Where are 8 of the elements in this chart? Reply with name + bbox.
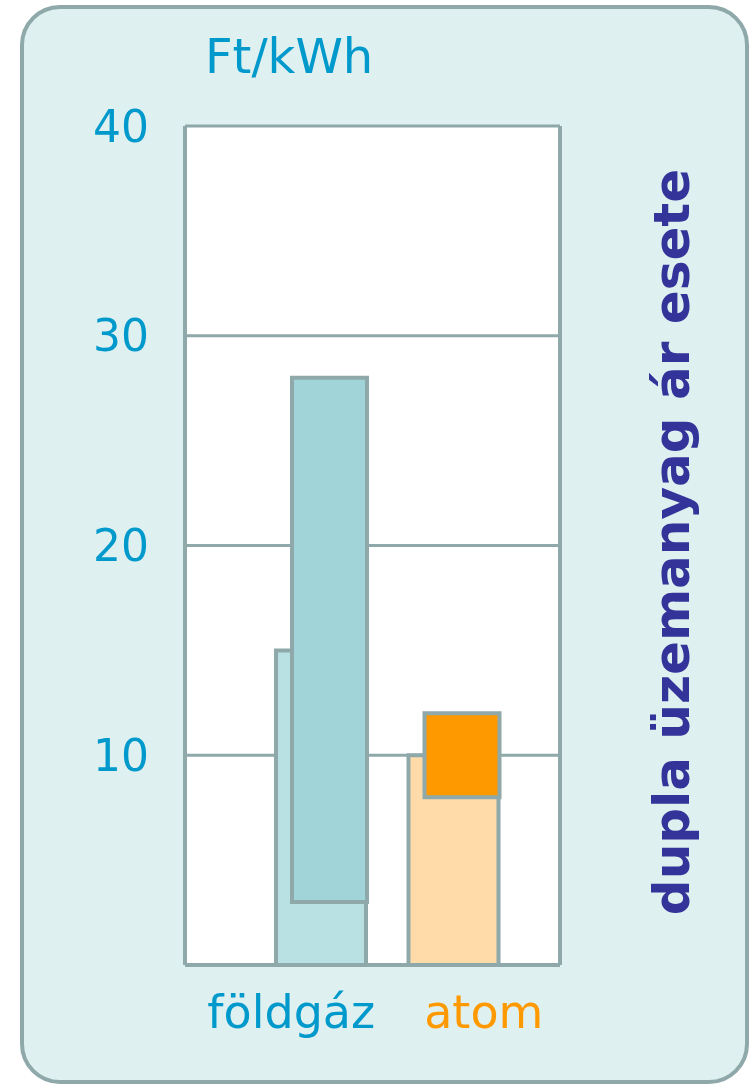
y-tick-label: 30 [93, 310, 149, 362]
text: dupla üzemanyag ár esete [643, 168, 701, 916]
y-axis-title: Ft/kWh [205, 28, 374, 84]
y-tick-label: 10 [93, 729, 149, 781]
y-tick-label: 20 [93, 520, 149, 572]
y-tick-label: 40 [93, 100, 149, 152]
x-tick-label: atom [424, 985, 544, 1039]
x-tick-label: földgáz [207, 985, 376, 1039]
